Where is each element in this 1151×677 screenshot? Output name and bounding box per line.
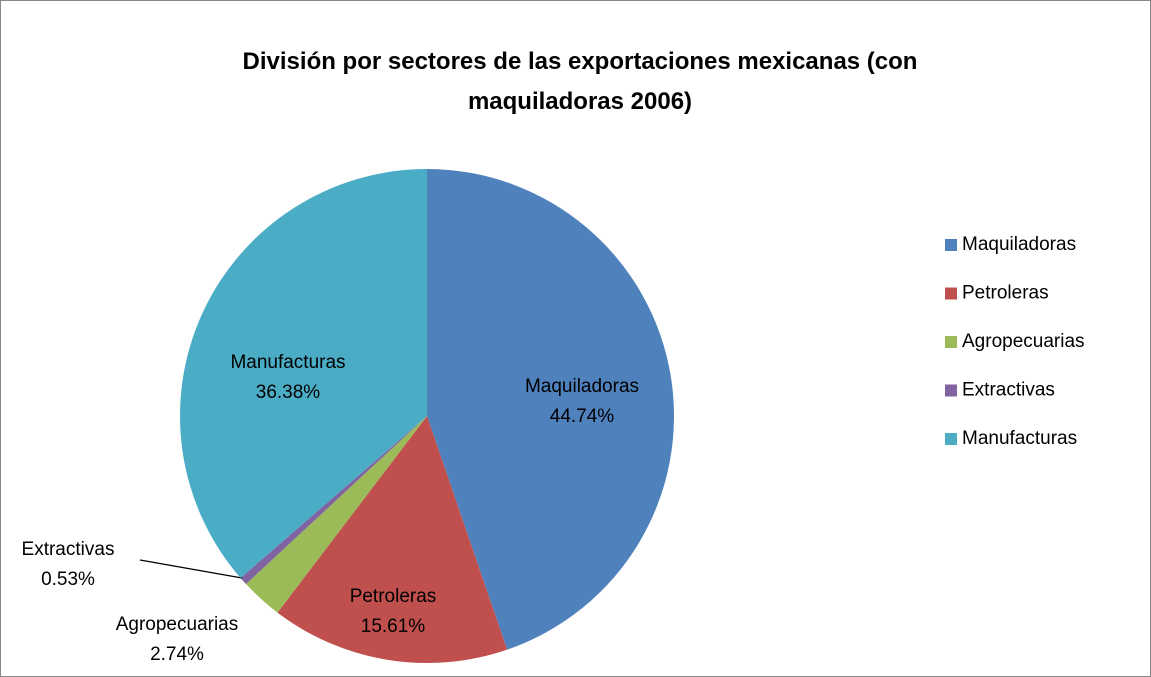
data-label-value: 44.74% bbox=[550, 406, 615, 427]
pie-slice bbox=[240, 416, 427, 585]
legend-label: Agropecuarias bbox=[962, 331, 1085, 352]
data-label-value: 2.74% bbox=[150, 644, 204, 665]
data-label-name: Extractivas bbox=[22, 539, 115, 560]
legend-label: Petroleras bbox=[962, 283, 1049, 304]
pie-slice bbox=[179, 169, 427, 578]
legend-swatch bbox=[945, 433, 957, 445]
legend-swatch bbox=[945, 384, 957, 397]
data-label-value: 36.38% bbox=[256, 382, 321, 403]
data-label-name: Agropecuarias bbox=[116, 614, 239, 635]
data-label-name: Petroleras bbox=[350, 586, 437, 607]
data-label-name: Manufacturas bbox=[230, 352, 345, 373]
legend-label: Extractivas bbox=[962, 380, 1055, 401]
legend-label: Maquiladoras bbox=[962, 234, 1076, 255]
legend-label: Manufacturas bbox=[962, 428, 1077, 449]
chart-title: División por sectores de las exportacion… bbox=[242, 48, 918, 115]
data-label-value: 15.61% bbox=[361, 616, 426, 637]
data-label-name: Maquiladoras bbox=[525, 376, 639, 397]
leader-line bbox=[139, 559, 243, 579]
legend-swatch bbox=[945, 336, 957, 348]
pie-slice bbox=[427, 169, 674, 650]
pie-slice bbox=[245, 416, 427, 613]
pie-slice bbox=[277, 416, 508, 664]
data-label-value: 0.53% bbox=[41, 569, 95, 590]
legend-swatch bbox=[945, 287, 957, 300]
legend-swatch bbox=[945, 239, 957, 251]
